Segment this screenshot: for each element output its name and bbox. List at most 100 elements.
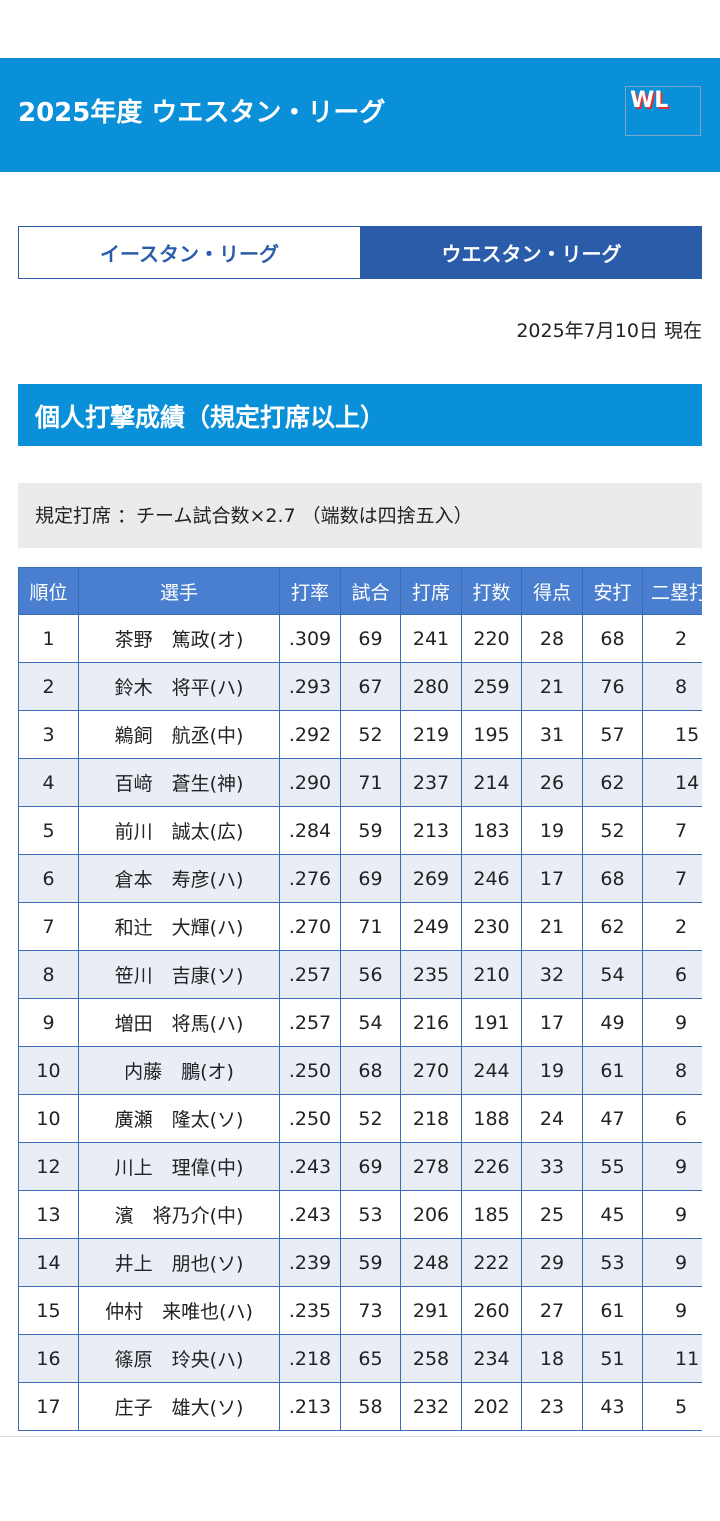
table-row: 16 篠原 玲央(ハ) .218 65 258 234 18 51 11	[18, 1334, 702, 1383]
table-cell: 鈴木 将平(ハ)	[78, 662, 280, 711]
table-cell: 25	[521, 1190, 583, 1239]
header: 2025年度 ウエスタン・リーグ WL	[0, 58, 720, 172]
table-cell: 260	[461, 1286, 522, 1335]
table-cell: 71	[340, 758, 401, 807]
table-cell: 14	[18, 1238, 79, 1287]
tab-active[interactable]: ウエスタン・リーグ	[361, 226, 702, 279]
table-row: 3 鵜飼 航丞(中) .292 52 219 195 31 57 15	[18, 710, 702, 759]
tab[interactable]: イースタン・リーグ	[18, 226, 361, 279]
table-cell: 241	[400, 614, 462, 663]
table-cell: 73	[340, 1286, 401, 1335]
table-row: 7 和辻 大輝(ハ) .270 71 249 230 21 62 2	[18, 902, 702, 951]
table-cell: 井上 朋也(ソ)	[78, 1238, 280, 1287]
table-cell: 53	[582, 1238, 643, 1287]
table-cell: 26	[521, 758, 583, 807]
table-row: 2 鈴木 将平(ハ) .293 67 280 259 21 76 8	[18, 662, 702, 711]
column-header: 選手	[78, 567, 280, 615]
table-cell: 倉本 寿彦(ハ)	[78, 854, 280, 903]
table-cell: 9	[642, 1286, 702, 1335]
table-cell: 23	[521, 1382, 583, 1431]
table-row: 14 井上 朋也(ソ) .239 59 248 222 29 53 9	[18, 1238, 702, 1287]
table-cell: 258	[400, 1334, 462, 1383]
table-cell: 62	[582, 902, 643, 951]
table-cell: 210	[461, 950, 522, 999]
table-cell: 52	[340, 710, 401, 759]
table-cell: 68	[340, 1046, 401, 1095]
table-cell: 鵜飼 航丞(中)	[78, 710, 280, 759]
table-cell: 庄子 雄大(ソ)	[78, 1382, 280, 1431]
table-cell: 廣瀬 隆太(ソ)	[78, 1094, 280, 1143]
table-row: 15 仲村 来唯也(ハ) .235 73 291 260 27 61 9	[18, 1286, 702, 1335]
section-title: 個人打撃成績（規定打席以上）	[18, 384, 702, 446]
table-cell: 2	[642, 902, 702, 951]
column-header: 試合	[340, 567, 401, 615]
table-cell: 214	[461, 758, 522, 807]
table-cell: 9	[642, 1190, 702, 1239]
table-cell: 11	[642, 1334, 702, 1383]
table-cell: 230	[461, 902, 522, 951]
table-cell: 5	[18, 806, 79, 855]
table-cell: 8	[18, 950, 79, 999]
table-cell: 188	[461, 1094, 522, 1143]
table-cell: 21	[521, 902, 583, 951]
bottom-bar	[0, 1436, 720, 1521]
table-cell: 222	[461, 1238, 522, 1287]
table-cell: 内藤 鵬(オ)	[78, 1046, 280, 1095]
table-cell: 19	[521, 806, 583, 855]
table-cell: 18	[521, 1334, 583, 1383]
table-cell: .257	[279, 998, 341, 1047]
table-cell: 濱 将乃介(中)	[78, 1190, 280, 1239]
table-cell: 195	[461, 710, 522, 759]
table-cell: 47	[582, 1094, 643, 1143]
table-cell: 1	[18, 614, 79, 663]
table-cell: 206	[400, 1190, 462, 1239]
table-cell: .218	[279, 1334, 341, 1383]
table-cell: 10	[18, 1094, 79, 1143]
table-cell: .239	[279, 1238, 341, 1287]
table-cell: 270	[400, 1046, 462, 1095]
table-cell: 67	[340, 662, 401, 711]
table-cell: .290	[279, 758, 341, 807]
table-cell: 14	[642, 758, 702, 807]
table-cell: 68	[582, 614, 643, 663]
table-cell: 15	[18, 1286, 79, 1335]
table-cell: 32	[521, 950, 583, 999]
stats-table: 順位選手打率試合打席打数得点安打二塁打 1茶野 篤政(オ).3096924122…	[18, 567, 702, 1431]
table-cell: 21	[521, 662, 583, 711]
table-cell: .213	[279, 1382, 341, 1431]
table-cell: 191	[461, 998, 522, 1047]
table-row: 9 増田 将馬(ハ) .257 54 216 191 17 49 9	[18, 998, 702, 1047]
table-cell: 183	[461, 806, 522, 855]
table-row: 1 茶野 篤政(オ) .309 69 241 220 28 68 2	[18, 614, 702, 663]
table-cell: 69	[340, 1142, 401, 1191]
table-cell: 219	[400, 710, 462, 759]
table-cell: 10	[18, 1046, 79, 1095]
table-cell: 244	[461, 1046, 522, 1095]
table-cell: 33	[521, 1142, 583, 1191]
table-cell: 52	[340, 1094, 401, 1143]
table-cell: 12	[18, 1142, 79, 1191]
table-cell: 31	[521, 710, 583, 759]
table-cell: 17	[18, 1382, 79, 1431]
table-cell: .293	[279, 662, 341, 711]
column-header: 順位	[18, 567, 79, 615]
column-header: 安打	[582, 567, 643, 615]
table-cell: 249	[400, 902, 462, 951]
table-cell: 68	[582, 854, 643, 903]
header-title: 2025年度 ウエスタン・リーグ	[18, 98, 386, 128]
table-row: 4 百﨑 蒼生(神) .290 71 237 214 26 62 14	[18, 758, 702, 807]
table-cell: 280	[400, 662, 462, 711]
table-cell: 218	[400, 1094, 462, 1143]
table-cell: 54	[582, 950, 643, 999]
table-cell: .270	[279, 902, 341, 951]
table-cell: 4	[18, 758, 79, 807]
logo[interactable]: WL	[625, 86, 701, 136]
table-row: 8 笹川 吉康(ソ) .257 56 235 210 32 54 6	[18, 950, 702, 999]
table-cell: 246	[461, 854, 522, 903]
table-cell: 45	[582, 1190, 643, 1239]
table-row: 13 濱 将乃介(中) .243 53 206 185 25 45 9	[18, 1190, 702, 1239]
table-cell: 13	[18, 1190, 79, 1239]
table-cell: 234	[461, 1334, 522, 1383]
table-cell: 17	[521, 998, 583, 1047]
table-cell: 65	[340, 1334, 401, 1383]
